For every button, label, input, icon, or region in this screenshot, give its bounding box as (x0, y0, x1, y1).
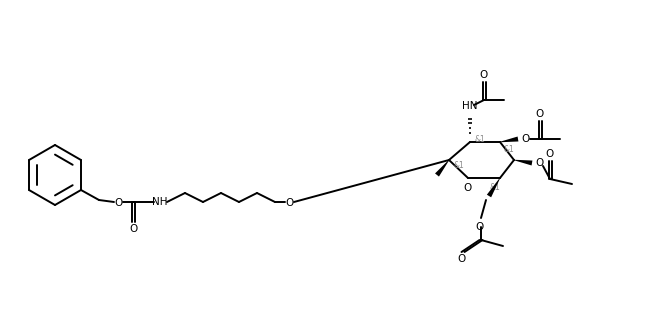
Text: O: O (130, 224, 138, 234)
Polygon shape (487, 178, 500, 197)
Text: &1: &1 (490, 183, 500, 191)
Text: O: O (476, 222, 484, 232)
Text: O: O (286, 198, 294, 208)
Text: &1: &1 (475, 134, 486, 144)
Polygon shape (500, 137, 518, 142)
Text: &1: &1 (503, 145, 514, 153)
Polygon shape (514, 160, 532, 165)
Text: &1: &1 (454, 160, 464, 170)
Text: O: O (536, 109, 544, 119)
Text: O: O (536, 158, 544, 168)
Text: O: O (457, 254, 465, 264)
Text: HN: HN (462, 101, 478, 111)
Text: NH: NH (153, 197, 168, 207)
Text: O: O (480, 70, 488, 80)
Text: O: O (546, 149, 554, 159)
Text: O: O (522, 134, 530, 144)
Text: O: O (463, 183, 471, 193)
Polygon shape (435, 160, 449, 177)
Text: O: O (115, 198, 123, 208)
